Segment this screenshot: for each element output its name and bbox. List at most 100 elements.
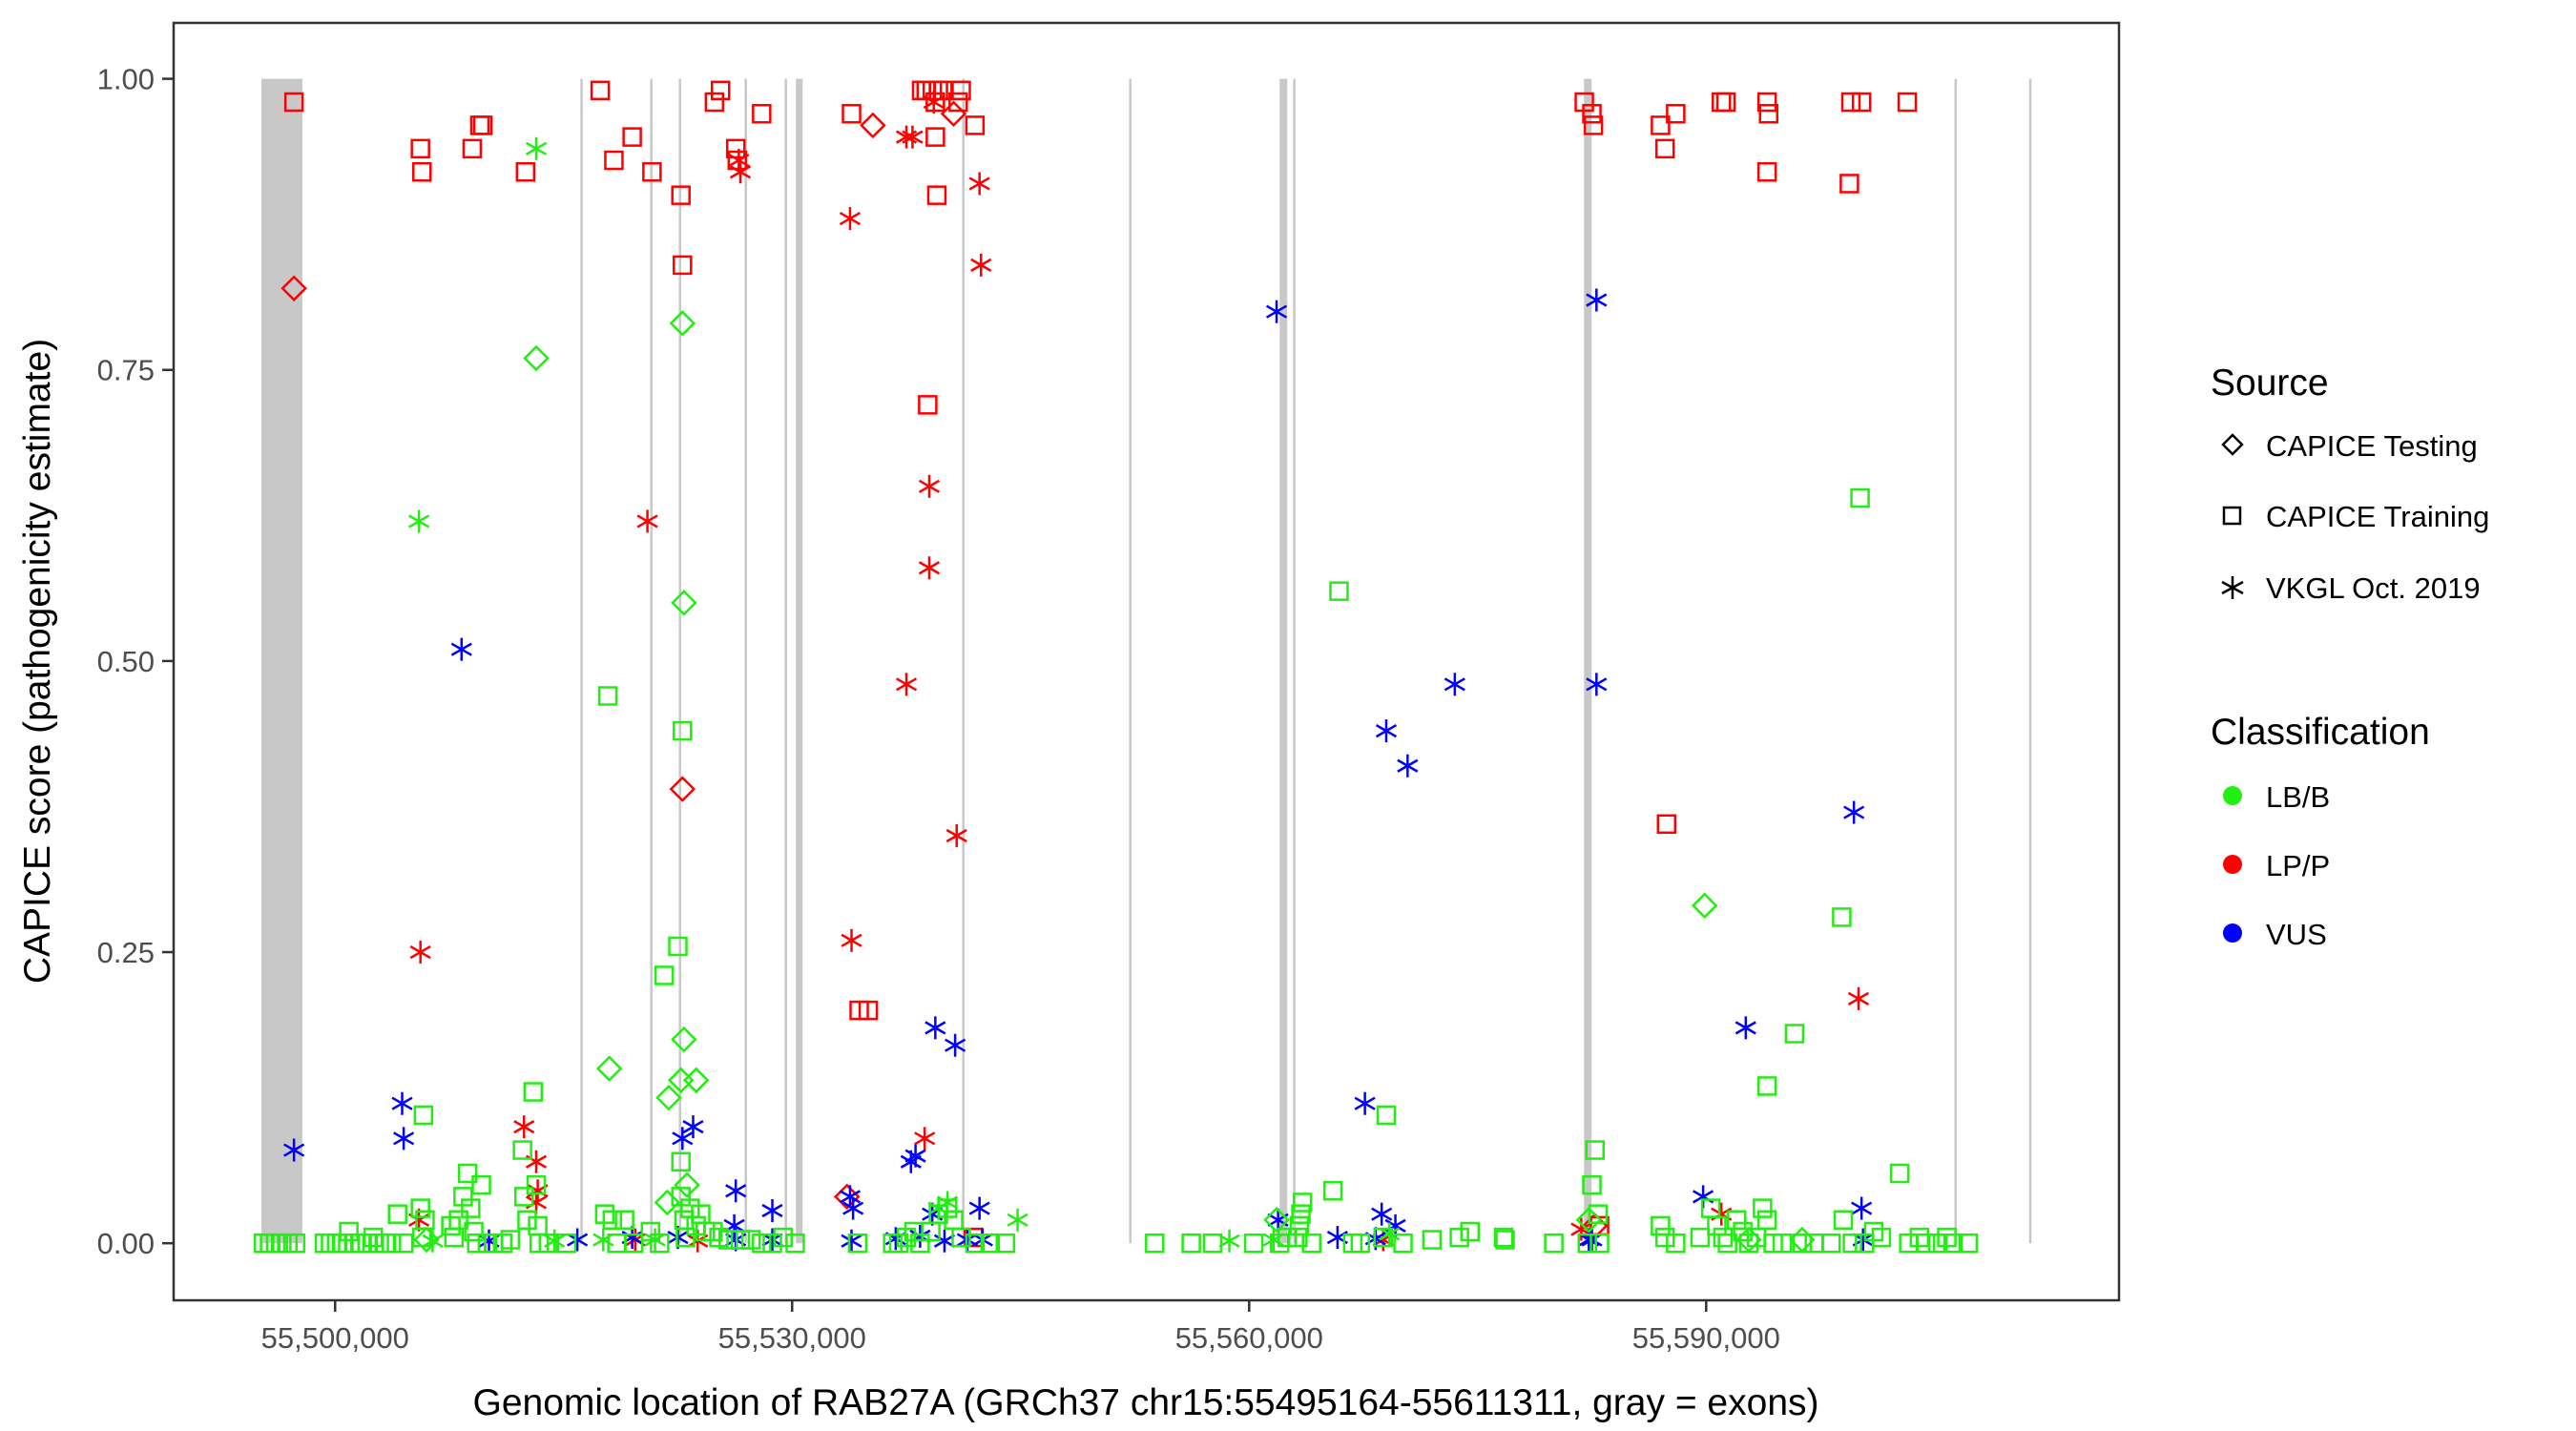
point-asterisk: [841, 1229, 862, 1253]
point-asterisk: [1586, 288, 1608, 312]
y-axis: 0.00 0.25 0.50 0.75 1.00: [97, 63, 155, 1261]
point-square: [515, 161, 536, 182]
exon-band: [261, 78, 302, 1244]
point-asterisk: [902, 125, 924, 149]
point-asterisk: [592, 1228, 614, 1252]
point-square: [1373, 1227, 1394, 1248]
point-square: [1301, 1233, 1321, 1254]
point-square: [283, 92, 304, 113]
point-asterisk: [682, 1115, 704, 1139]
point-diamond: [671, 1026, 697, 1053]
y-tick-label: 0.50: [97, 645, 155, 678]
point-diamond: [682, 1067, 710, 1094]
point-diamond: [940, 100, 967, 127]
point-asterisk: [1218, 1229, 1240, 1253]
point-asterisk: [918, 474, 941, 498]
exon-band: [784, 78, 787, 1244]
point-square: [926, 185, 947, 205]
point-asterisk: [904, 1144, 926, 1168]
point-square: [1277, 1227, 1298, 1248]
point-square: [654, 965, 675, 985]
point-square: [1707, 1215, 1727, 1236]
point-square: [1717, 1233, 1737, 1254]
tick-marks: [162, 77, 1708, 1312]
point-square: [602, 1210, 623, 1231]
point-square: [448, 1210, 468, 1231]
point-square: [668, 936, 688, 957]
point-square: [951, 1227, 971, 1248]
point-square: [671, 185, 691, 205]
exon-band: [744, 78, 747, 1244]
legend-diamond-icon: [2221, 433, 2244, 456]
legend: Source CAPICE Testing CAPICE Training VK…: [2211, 363, 2489, 951]
point-diamond: [655, 1084, 682, 1111]
point-square: [642, 161, 662, 182]
point-asterisk: [672, 1127, 694, 1151]
point-square: [517, 1210, 537, 1231]
point-square: [1758, 103, 1779, 124]
point-asterisk: [636, 509, 658, 533]
y-tick-label: 0.25: [97, 936, 155, 969]
x-tick-label: 55,530,000: [718, 1321, 866, 1355]
point-square: [1713, 1227, 1734, 1248]
exon-band: [1954, 78, 1958, 1244]
point-asterisk: [761, 1228, 783, 1252]
exon-band: [678, 78, 681, 1244]
point-square: [1288, 1227, 1308, 1248]
point-asterisk: [839, 207, 862, 231]
legend-label-vkgl: VKGL Oct. 2019: [2266, 571, 2481, 605]
point-square: [471, 1174, 491, 1195]
point-diamond: [280, 275, 307, 302]
point-asterisk: [1397, 754, 1419, 778]
point-square: [762, 1233, 782, 1254]
x-tick-label: 55,500,000: [261, 1321, 409, 1355]
exon-band: [1129, 78, 1132, 1244]
point-square: [604, 150, 624, 171]
x-axis: 55,500,000 55,530,000 55,560,000 55,590,…: [261, 1321, 1780, 1355]
point-square: [1329, 581, 1349, 601]
point-asterisk: [1379, 1222, 1401, 1246]
point-square: [1772, 1233, 1793, 1254]
x-tick-label: 55,590,000: [1632, 1321, 1780, 1355]
exon-band: [580, 78, 583, 1244]
point-asterisk: [1847, 986, 1870, 1010]
point-asterisk: [924, 1016, 946, 1040]
point-square: [526, 1174, 547, 1195]
legend-label-vus: VUS: [2266, 918, 2327, 951]
point-square: [1145, 1233, 1165, 1254]
point-diamond: [654, 1189, 681, 1216]
point-asterisk: [450, 637, 472, 661]
point-square: [1544, 1233, 1564, 1254]
legend-title-classification: Classification: [2211, 712, 2430, 753]
legend-lbb-dot-icon: [2223, 786, 2242, 805]
exon-band: [1584, 78, 1592, 1244]
point-square: [1897, 92, 1918, 113]
point-diamond: [669, 310, 696, 337]
point-square: [1937, 1227, 1957, 1248]
point-square: [1850, 487, 1870, 508]
point-square: [622, 127, 642, 147]
point-square: [1942, 1233, 1963, 1254]
point-square: [413, 1105, 434, 1126]
x-tick-label: 55,560,000: [1175, 1321, 1323, 1355]
point-square: [412, 1227, 432, 1248]
point-asterisk: [409, 941, 431, 964]
point-asterisk: [968, 1196, 990, 1220]
point-square: [1654, 138, 1675, 159]
point-asterisk: [761, 1199, 783, 1223]
point-asterisk: [1851, 1196, 1873, 1220]
point-square: [1851, 92, 1872, 113]
point-diamond: [523, 344, 550, 372]
point-asterisk: [1375, 719, 1398, 743]
point-asterisk: [1371, 1202, 1393, 1226]
point-square: [1322, 1181, 1343, 1201]
point-square: [1582, 103, 1602, 124]
point-asterisk: [391, 1091, 413, 1115]
legend-label-lbb: LB/B: [2266, 780, 2330, 814]
point-square: [1651, 115, 1671, 135]
point-diamond: [671, 590, 697, 616]
point-square: [980, 1233, 1001, 1254]
point-square: [412, 161, 432, 182]
y-axis-title: CAPICE score (pathogenicity estimate): [17, 339, 58, 984]
